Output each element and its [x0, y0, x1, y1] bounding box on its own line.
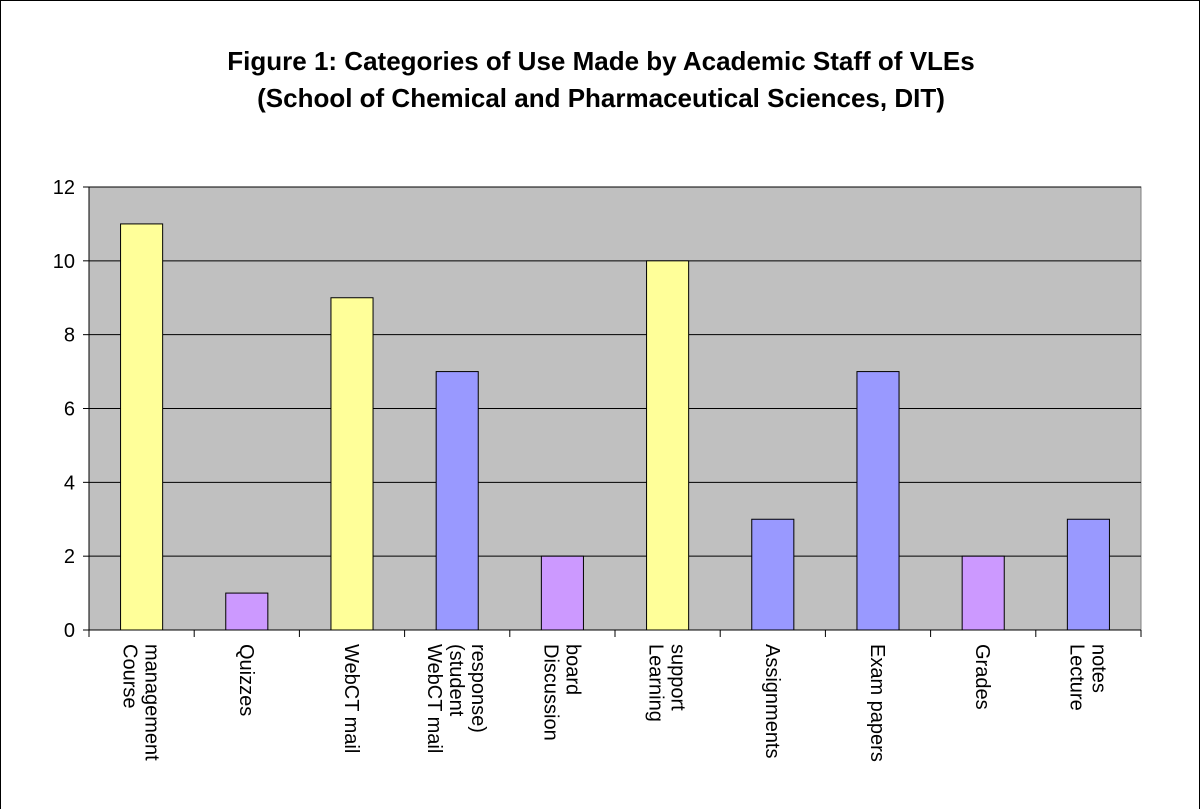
category-label-line: Discussion [539, 644, 561, 741]
bar [856, 371, 900, 631]
category-label: Assignments [761, 644, 783, 759]
category-label-line: notes [1087, 644, 1109, 693]
category-label-line: Assignments [761, 644, 783, 759]
category-label-line: Grades [971, 644, 993, 710]
category-label: Quizzes [235, 644, 257, 716]
category-labels: Course management Quizzes WebCT mail WebCT m… [119, 644, 1110, 762]
bar [646, 260, 690, 631]
bar [120, 223, 164, 631]
category-label: WebCT mail [340, 644, 362, 753]
category-label: Learning support [645, 644, 689, 722]
bar [225, 592, 269, 631]
bar [330, 297, 374, 631]
category-label-line: Exam papers [866, 644, 888, 762]
category-label-line: WebCT mail [423, 644, 445, 753]
category-label-line: board [561, 644, 583, 695]
axes [83, 186, 1142, 637]
category-label-line: management [141, 644, 163, 761]
chart-subtitle-line: (School of Chemical and Pharmaceutical S… [257, 83, 945, 113]
category-label-line: Course [119, 644, 141, 708]
category-label-line: Learning [645, 644, 667, 722]
category-label-line: Quizzes [235, 644, 257, 716]
category-label-line: Lecture [1065, 644, 1087, 711]
y-tick-label: 12 [53, 177, 75, 199]
chart-title-line: Figure 1: Categories of Use Made by Acad… [227, 46, 975, 76]
y-tick-label: 0 [64, 620, 75, 642]
category-label-line: support [667, 644, 689, 711]
bar [435, 371, 479, 631]
category-label: Lecture notes [1065, 644, 1109, 711]
bar [540, 555, 584, 631]
category-label-line: (student [445, 644, 467, 717]
category-label-line: WebCT mail [340, 644, 362, 753]
category-label: Course management [119, 644, 163, 761]
category-label: WebCT mail (student response) [423, 644, 489, 753]
bars [120, 223, 1110, 631]
y-tick-labels: 0 2 4 6 8 10 12 [53, 177, 75, 642]
chart-title: Figure 1: Categories of Use Made by Acad… [1, 43, 1199, 117]
bar [751, 518, 795, 631]
y-tick-label: 6 [64, 399, 75, 421]
category-label-line: response) [467, 644, 489, 733]
y-tick-label: 8 [64, 325, 75, 347]
category-label: Exam papers [866, 644, 888, 762]
bar [1066, 518, 1110, 631]
y-tick-label: 2 [64, 546, 75, 568]
y-tick-label: 4 [64, 472, 75, 494]
bar [961, 555, 1005, 631]
category-label: Grades [971, 644, 993, 710]
y-tick-label: 10 [53, 251, 75, 273]
category-label: Discussion board [539, 644, 583, 741]
